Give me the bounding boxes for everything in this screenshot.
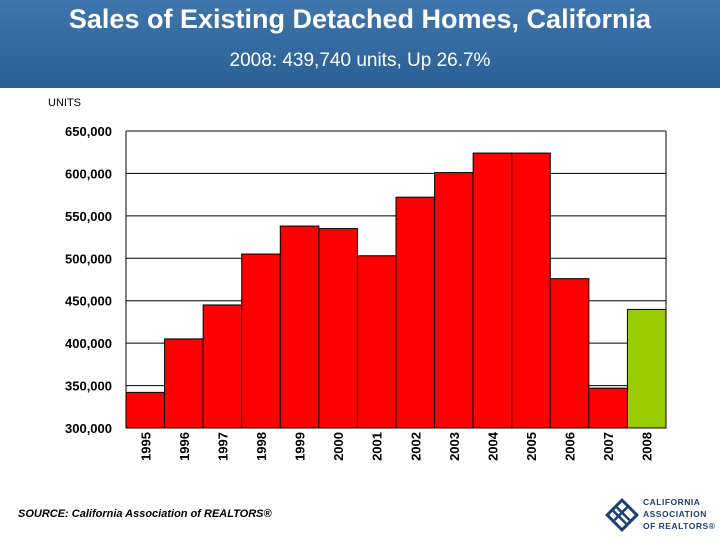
x-tick-label: 1999 [293,432,308,461]
y-axis-label: UNITS [48,97,81,109]
bar [356,255,397,429]
bar [511,152,551,429]
logo-line-3: OF REALTORS® [643,521,716,531]
bar [241,253,281,429]
x-tick-label: 1998 [254,432,269,461]
x-tick-label: 1995 [138,432,153,461]
x-tick-label: 2003 [447,432,462,461]
title-banner [0,0,720,88]
x-tick-label: 2002 [408,432,423,461]
x-tick-label: 2007 [601,432,616,461]
logo-text: CALIFORNIA ASSOCIATION OF REALTORS® [643,496,715,532]
x-tick-label: 2004 [485,431,500,461]
x-tick-label: 2008 [640,432,655,461]
bar [549,278,590,429]
x-tick-label: 1996 [177,432,192,461]
x-tick-label: 2006 [563,432,578,461]
y-tick-label: 400,000 [65,336,112,351]
bar [472,152,513,429]
bar [588,387,628,429]
y-tick-label: 500,000 [65,251,112,266]
y-tick-label: 600,000 [65,166,112,181]
bar [395,196,436,429]
bar [434,172,474,429]
x-tick-label: 1997 [215,432,230,461]
bar [125,391,166,429]
y-tick-label: 450,000 [65,294,112,309]
source-note: SOURCE: California Association of REALTO… [18,508,272,520]
bar [202,304,243,429]
car-logo: CALIFORNIA ASSOCIATION OF REALTORS® [605,493,717,537]
logo-line-2: ASSOCIATION [643,509,707,519]
x-tick-label: 2000 [331,432,346,461]
bar [626,308,667,429]
y-tick-label: 350,000 [65,379,112,394]
bar [318,228,358,429]
logo-emblem-icon [605,498,639,532]
bar [279,225,320,429]
y-tick-label: 650,000 [65,124,112,139]
bar [164,338,204,429]
chart-subtitle: 2008: 439,740 units, Up 26.7% [229,50,491,71]
x-tick-label: 2005 [524,432,539,461]
y-tick-label: 300,000 [65,421,112,436]
chart-title: Sales of Existing Detached Homes, Califo… [68,4,652,34]
logo-line-1: CALIFORNIA [643,497,701,507]
x-tick-label: 2001 [370,432,385,461]
y-tick-label: 550,000 [65,209,112,224]
